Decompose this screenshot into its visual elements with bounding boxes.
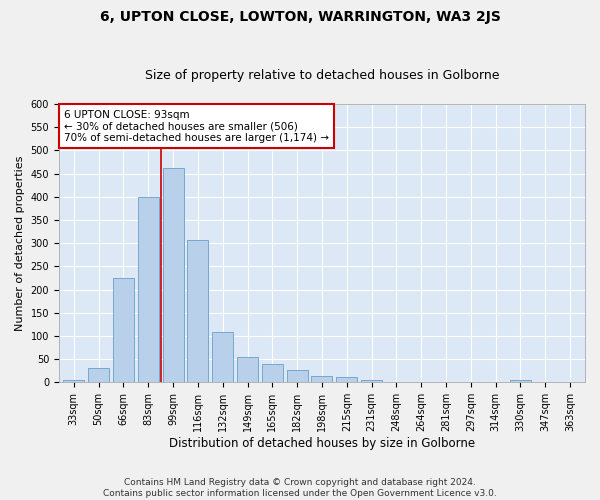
Bar: [336, 377, 358, 382]
X-axis label: Distribution of detached houses by size in Golborne: Distribution of detached houses by size …: [169, 437, 475, 450]
Bar: [287, 370, 308, 382]
Bar: [163, 168, 184, 382]
Text: 6 UPTON CLOSE: 93sqm
← 30% of detached houses are smaller (506)
70% of semi-deta: 6 UPTON CLOSE: 93sqm ← 30% of detached h…: [64, 110, 329, 143]
Bar: [113, 278, 134, 382]
Y-axis label: Number of detached properties: Number of detached properties: [15, 156, 25, 331]
Bar: [361, 380, 382, 382]
Bar: [63, 380, 85, 382]
Bar: [311, 376, 332, 382]
Bar: [137, 197, 159, 382]
Bar: [510, 380, 531, 382]
Bar: [187, 240, 208, 382]
Bar: [262, 364, 283, 382]
Bar: [88, 368, 109, 382]
Text: 6, UPTON CLOSE, LOWTON, WARRINGTON, WA3 2JS: 6, UPTON CLOSE, LOWTON, WARRINGTON, WA3 …: [100, 10, 500, 24]
Bar: [212, 332, 233, 382]
Title: Size of property relative to detached houses in Golborne: Size of property relative to detached ho…: [145, 69, 499, 82]
Bar: [237, 357, 258, 382]
Text: Contains HM Land Registry data © Crown copyright and database right 2024.
Contai: Contains HM Land Registry data © Crown c…: [103, 478, 497, 498]
